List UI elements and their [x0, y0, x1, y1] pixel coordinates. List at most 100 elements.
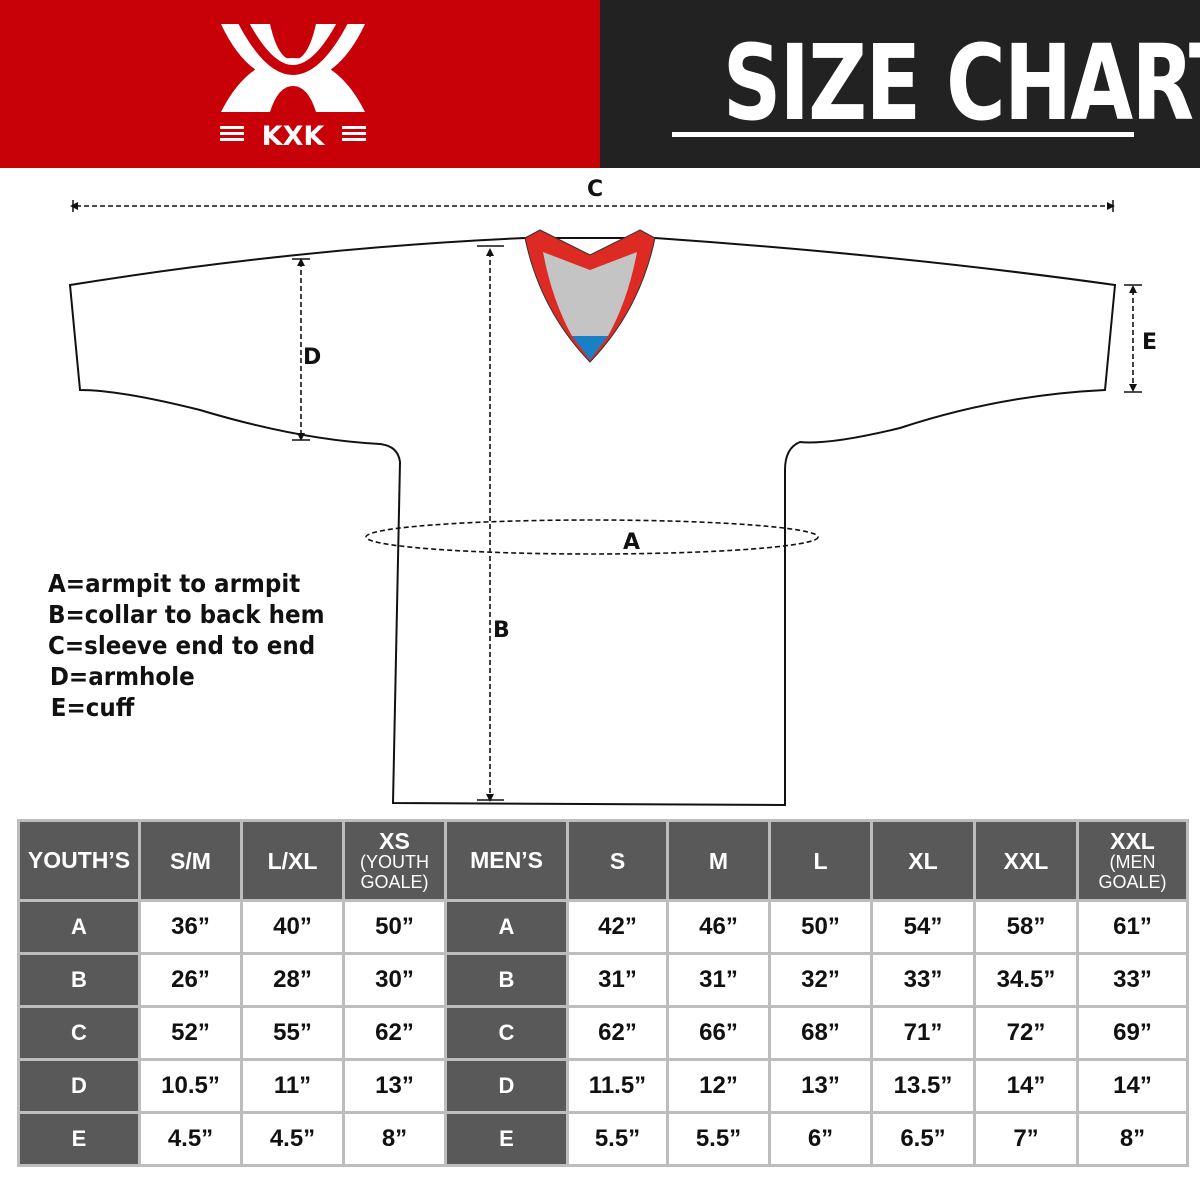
- size-name: S: [609, 847, 626, 874]
- measurement-cell: 11”: [243, 1061, 342, 1111]
- measurement-cell: 34.5”: [976, 955, 1076, 1005]
- measurement-cell: 8”: [345, 1114, 444, 1164]
- size-column-header: L: [771, 822, 870, 899]
- row-label: A: [20, 902, 138, 952]
- measurement-cell: 36”: [141, 902, 240, 952]
- kxk-logo: KXK: [220, 20, 366, 150]
- measurement-cell: 10.5”: [141, 1061, 240, 1111]
- table-row: D 10.5” 11” 13” D 11.5” 12” 13” 13.5” 14” 14”: [20, 1061, 1186, 1111]
- measurement-legend: A=armpit to armpit B=collar to back hem …: [48, 568, 325, 723]
- table-row: E 4.5” 4.5” 8” E 5.5” 5.5” 6” 6.5” 7” 8”: [20, 1114, 1186, 1164]
- measurement-cell: 71”: [873, 1008, 973, 1058]
- measurement-cell: 4.5”: [141, 1114, 240, 1164]
- measurement-cell: 50”: [771, 902, 870, 952]
- measurement-cell: 12”: [669, 1061, 768, 1111]
- measurement-cell: 7”: [976, 1114, 1076, 1164]
- measurement-cell: 33”: [873, 955, 973, 1005]
- measurement-cell: 5.5”: [669, 1114, 768, 1164]
- measurement-cell: 62”: [345, 1008, 444, 1058]
- men-header: MEN’S: [447, 822, 566, 899]
- size-column-header: S/M: [141, 822, 240, 899]
- measurement-cell: 72”: [976, 1008, 1076, 1058]
- measurement-cell: 61”: [1079, 902, 1186, 952]
- row-label: E: [447, 1114, 566, 1164]
- measurement-cell: 66”: [669, 1008, 768, 1058]
- measurement-cell: 13.5”: [873, 1061, 973, 1111]
- size-column-header: XL: [873, 822, 973, 899]
- measurement-cell: 62”: [569, 1008, 666, 1058]
- label-e: E: [1142, 330, 1158, 355]
- measurement-cell: 4.5”: [243, 1114, 342, 1164]
- youth-header: YOUTH’S: [20, 822, 138, 899]
- measurement-cell: 6.5”: [873, 1114, 973, 1164]
- size-name: S/M: [170, 847, 211, 874]
- measurement-cell: 52”: [141, 1008, 240, 1058]
- row-label: C: [447, 1008, 566, 1058]
- jersey-diagram: [68, 200, 1142, 807]
- size-column-header: XXL: [976, 822, 1076, 899]
- size-name: XXL: [1110, 827, 1155, 854]
- page-title: SIZE CHART: [722, 22, 1200, 144]
- measurement-cell: 31”: [669, 955, 768, 1005]
- measurement-cell: 42”: [569, 902, 666, 952]
- label-a: A: [623, 530, 641, 555]
- measure-a: [365, 519, 819, 555]
- size-name: L: [813, 847, 828, 874]
- row-label: E: [20, 1114, 138, 1164]
- measurement-cell: 69”: [1079, 1008, 1186, 1058]
- measurement-cell: 14”: [976, 1061, 1076, 1111]
- logo-text: KXK: [262, 121, 326, 150]
- size-name: M: [708, 847, 729, 874]
- legend-item: E=cuff: [50, 693, 135, 722]
- legend-item: D=armhole: [49, 662, 195, 691]
- measurement-cell: 55”: [243, 1008, 342, 1058]
- measurement-cell: 5.5”: [569, 1114, 666, 1164]
- row-label: A: [447, 902, 566, 952]
- measurement-cell: 50”: [345, 902, 444, 952]
- size-name: XL: [908, 847, 938, 874]
- measurement-cell: 26”: [141, 955, 240, 1005]
- size-column-header: XXL (MEN GOALE): [1079, 822, 1186, 899]
- row-label: D: [20, 1061, 138, 1111]
- measurement-cell: 11.5”: [569, 1061, 666, 1111]
- collar-inner: [543, 252, 637, 336]
- size-name: XXL: [1003, 847, 1049, 874]
- measurement-cell: 8”: [1079, 1114, 1186, 1164]
- label-c: C: [587, 177, 604, 202]
- jersey-outline: [68, 237, 1117, 807]
- table-header-row: YOUTH’S S/M L/XL XS (YOUTH GOALE) MEN’S S M L XL X…: [20, 822, 1186, 899]
- legend-item: B=collar to back hem: [48, 600, 325, 629]
- measurement-cell: 33”: [1079, 955, 1186, 1005]
- table-row: B 26” 28” 30” B 31” 31” 32” 33” 34.5” 33”: [20, 955, 1186, 1005]
- label-b: B: [493, 618, 510, 643]
- title-underline: [672, 132, 1134, 137]
- legend-item: C=sleeve end to end: [48, 631, 316, 660]
- table-row: A 36” 40” 50” A 42” 46” 50” 54” 58” 61”: [20, 902, 1186, 952]
- size-note: (YOUTH GOALE): [360, 851, 429, 892]
- legend-item: A=armpit to armpit: [48, 569, 301, 598]
- measurement-cell: 54”: [873, 902, 973, 952]
- size-table: YOUTH’S S/M L/XL XS (YOUTH GOALE) MEN’S S M L XL X…: [17, 819, 1189, 1167]
- size-column-header: L/XL: [243, 822, 342, 899]
- measurement-cell: 46”: [669, 902, 768, 952]
- row-label: B: [447, 955, 566, 1005]
- size-name: L/XL: [267, 847, 318, 874]
- measurement-cell: 14”: [1079, 1061, 1186, 1111]
- size-column-header: M: [669, 822, 768, 899]
- row-label: B: [20, 955, 138, 1005]
- measurement-cell: 6”: [771, 1114, 870, 1164]
- measurement-cell: 13”: [345, 1061, 444, 1111]
- row-label: C: [20, 1008, 138, 1058]
- size-column-header: S: [569, 822, 666, 899]
- label-d: D: [303, 345, 322, 370]
- measurement-cell: 28”: [243, 955, 342, 1005]
- size-name: XS: [379, 827, 410, 854]
- measurement-cell: 31”: [569, 955, 666, 1005]
- collar-accent: [572, 336, 608, 360]
- size-note: (MEN GOALE): [1098, 851, 1167, 892]
- size-column-header: XS (YOUTH GOALE): [345, 822, 444, 899]
- measurement-cell: 40”: [243, 902, 342, 952]
- measurement-cell: 32”: [771, 955, 870, 1005]
- title-banner: [600, 0, 1200, 168]
- row-label: D: [447, 1061, 566, 1111]
